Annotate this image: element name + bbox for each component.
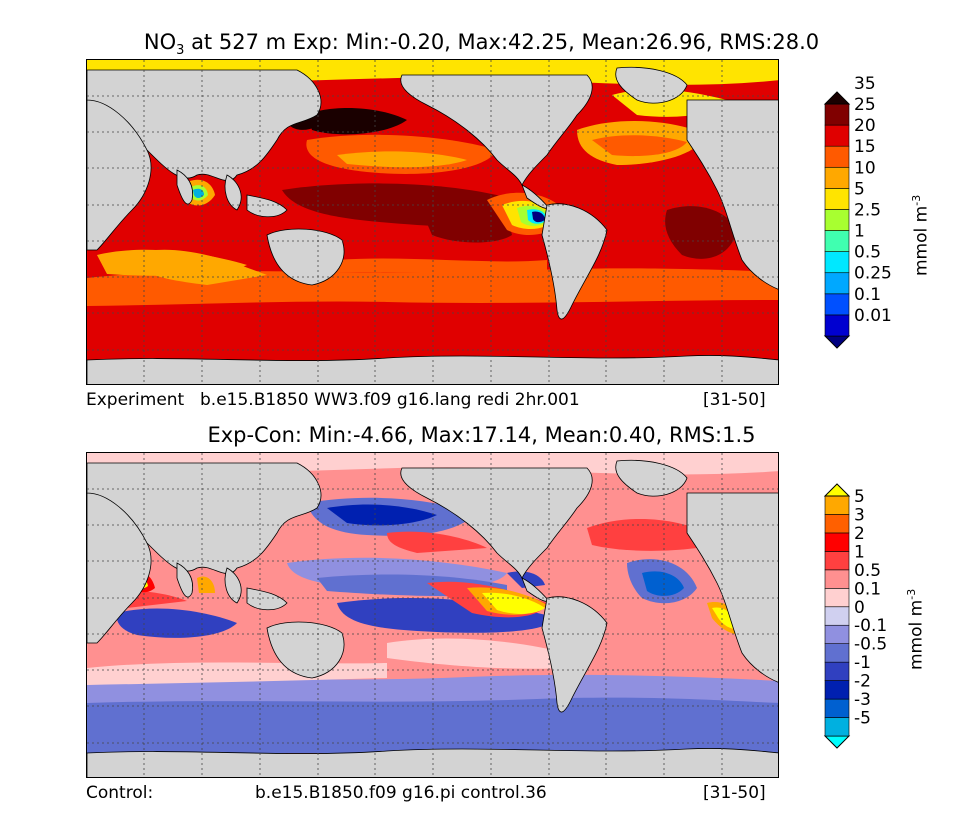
bottom-colorbar-swatch <box>824 698 850 718</box>
top-colorbar-swatch <box>824 124 850 147</box>
bottom-colorbar-unit: mmol m-3 <box>905 588 927 670</box>
bottom-colorbar-tick-label: -0.5 <box>854 635 887 655</box>
bottom-colorbar-tick-label: 0 <box>854 598 865 618</box>
top-colorbar-unit: mmol m-3 <box>910 194 932 276</box>
top-caption-experiment: b.e15.B1850 WW3.f09 g16.lang redi 2hr.00… <box>200 390 580 410</box>
bottom-colorbar-tick-label: 0.5 <box>854 561 881 581</box>
bottom-colorbar-swatch <box>824 588 850 608</box>
bottom-colorbar-tick-label: -0.1 <box>854 616 887 636</box>
top-colorbar-swatch <box>824 272 850 295</box>
bottom-colorbar-swatch <box>824 551 850 571</box>
top-colorbar: 0.01 0.1 0.25 0.5 1 2.5 5 10 15 20 25 35 <box>823 74 892 349</box>
bottom-colorbar: -5 -3 -2 -1 -0.5 -0.1 0 0.1 0.5 1 2 3 5 <box>823 483 887 749</box>
bottom-colorbar-tick-label: 0.1 <box>854 579 881 599</box>
bottom-colorbar-tick-label: -5 <box>854 709 871 729</box>
top-colorbar-tick-label: 10 <box>854 158 876 178</box>
bottom-colorbar-swatch <box>824 569 850 589</box>
bottom-colorbar-tick-label: 3 <box>854 505 865 525</box>
top-caption-left: Experiment <box>86 390 185 410</box>
bottom-colorbar-tick-label: -2 <box>854 672 871 692</box>
top-colorbar-tick-label: 2.5 <box>854 200 881 220</box>
bottom-colorbar-tick-label: 2 <box>854 524 865 544</box>
bottom-colorbar-extension-high <box>823 483 851 497</box>
bottom-caption-left: Control: <box>86 783 154 803</box>
top-colorbar-swatch <box>824 251 850 274</box>
top-caption-years: [31-50] <box>703 390 766 410</box>
top-colorbar-tick-label: 20 <box>854 116 876 136</box>
top-colorbar-tick-label: 35 <box>854 74 876 94</box>
bottom-caption-control: b.e15.B1850.f09 g16.pi control.36 <box>255 783 547 803</box>
bottom-colorbar-swatch <box>824 680 850 700</box>
top-colorbar-swatch <box>824 293 850 316</box>
bottom-colorbar-swatch <box>824 606 850 626</box>
top-colorbar-swatch <box>824 103 850 126</box>
top-colorbar-tick-label: 15 <box>854 137 876 157</box>
top-colorbar-tick-label: 0.25 <box>854 264 892 284</box>
bottom-colorbar-swatch <box>824 661 850 681</box>
bottom-map <box>86 452 779 778</box>
top-colorbar-swatch <box>824 314 850 337</box>
top-map <box>86 59 779 385</box>
bottom-colorbar-tick-label: -3 <box>854 690 871 710</box>
bottom-colorbar-swatch <box>824 495 850 515</box>
top-colorbar-extension-high <box>823 91 851 105</box>
bottom-colorbar-tick-label: -1 <box>854 653 871 673</box>
bottom-colorbar-extension-low <box>823 735 851 749</box>
bottom-colorbar-swatch <box>824 717 850 737</box>
top-colorbar-swatch <box>824 188 850 210</box>
bottom-colorbar-swatch <box>824 532 850 552</box>
top-colorbar-extension-low <box>823 335 851 349</box>
bottom-colorbar-tick-label: 1 <box>854 542 865 562</box>
top-colorbar-swatch <box>824 166 850 189</box>
top-map-title: NO3 at 527 m Exp: Min:-0.20, Max:42.25, … <box>143 30 820 59</box>
top-colorbar-tick-label: 25 <box>854 95 876 115</box>
top-colorbar-tick-label: 0.01 <box>854 306 892 326</box>
top-colorbar-swatch <box>824 209 850 231</box>
bottom-map-title: Exp-Con: Min:-4.66, Max:17.14, Mean:0.40… <box>207 423 756 447</box>
bottom-colorbar-tick-label: 5 <box>854 487 865 507</box>
bottom-colorbar-swatch <box>824 514 850 534</box>
top-colorbar-swatch <box>824 230 850 252</box>
bottom-colorbar-swatch <box>824 624 850 644</box>
top-colorbar-tick-label: 5 <box>854 179 865 199</box>
top-colorbar-swatch <box>824 145 850 168</box>
top-colorbar-tick-label: 0.5 <box>854 243 881 263</box>
top-colorbar-tick-label: 0.1 <box>854 285 881 305</box>
bottom-caption-years: [31-50] <box>703 783 766 803</box>
top-colorbar-tick-label: 1 <box>854 222 865 242</box>
bottom-colorbar-swatch <box>824 643 850 663</box>
